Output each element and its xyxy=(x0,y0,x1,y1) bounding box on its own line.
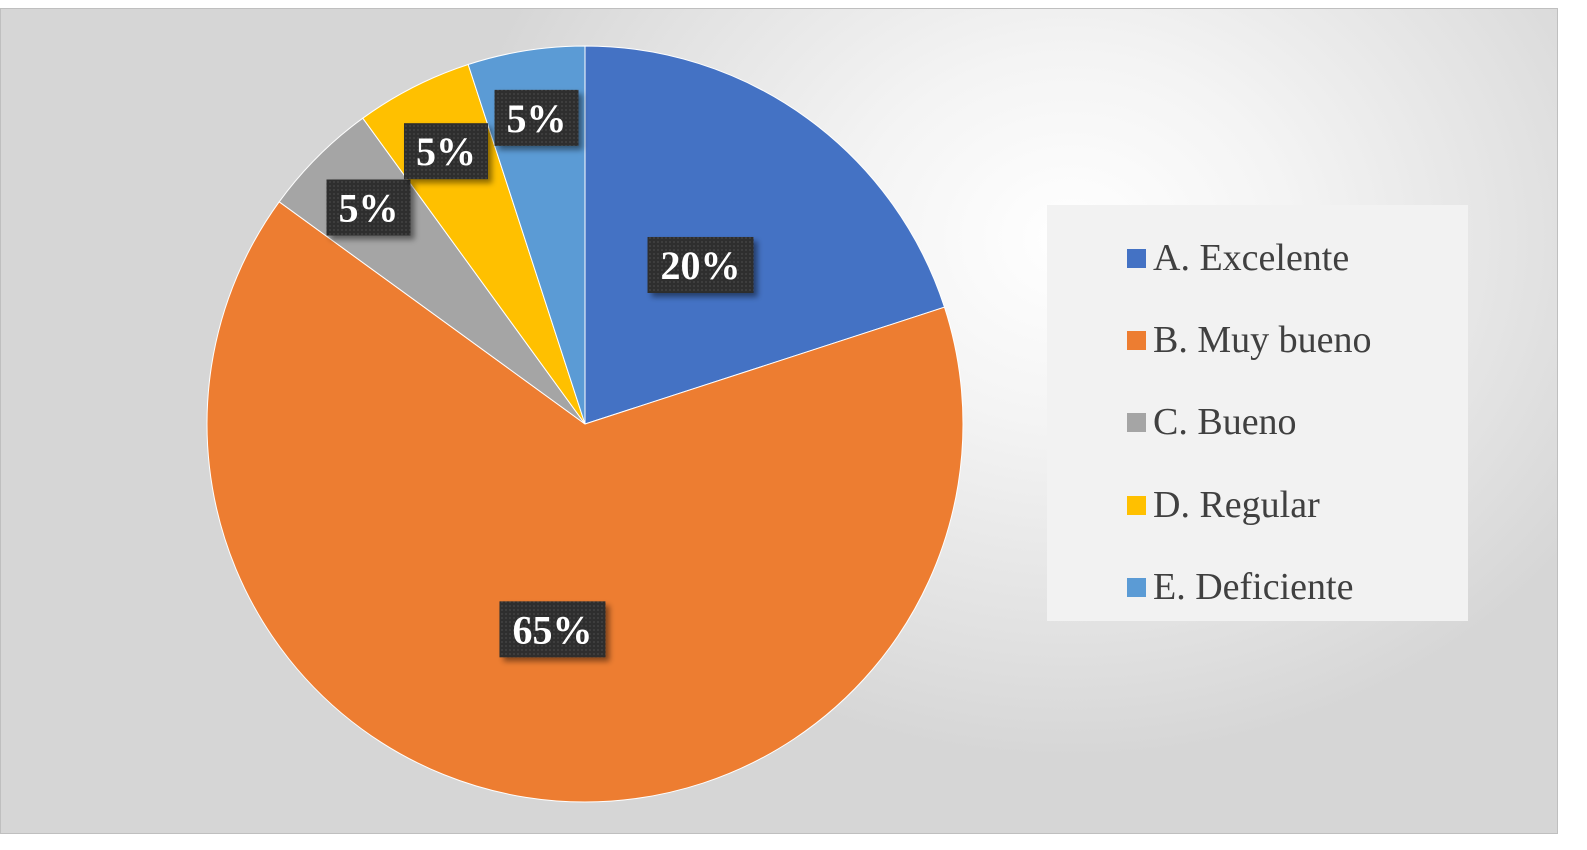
data-label-c: 5% xyxy=(326,179,411,236)
legend-item-e: E. Deficiente xyxy=(1127,566,1354,608)
legend-label-b: B. Muy bueno xyxy=(1153,319,1372,361)
data-label-box-b xyxy=(499,601,606,658)
legend: A. Excelente B. Muy bueno C. Bueno D. Re… xyxy=(1047,205,1468,621)
pie-chart: 20% 65% 5% 5% 5% xyxy=(206,45,964,803)
data-label-text-d: 5% xyxy=(416,129,476,174)
data-label-d: 5% xyxy=(403,123,488,180)
data-label-box-c xyxy=(326,179,411,236)
legend-swatch-b xyxy=(1127,330,1146,350)
data-label-a: 20% xyxy=(647,236,754,293)
legend-item-c: C. Bueno xyxy=(1127,401,1297,443)
legend-swatch-e xyxy=(1127,577,1146,597)
data-label-text-e: 5% xyxy=(507,96,567,141)
data-label-box-e xyxy=(494,89,579,146)
pie-slice-b xyxy=(206,201,964,803)
data-label-e: 5% xyxy=(494,89,579,146)
data-label-text-c: 5% xyxy=(338,185,398,230)
legend-swatch-d xyxy=(1127,495,1146,515)
legend-label-a: A. Excelente xyxy=(1153,237,1350,279)
data-label-b: 65% xyxy=(499,601,606,658)
data-label-box-a xyxy=(647,236,754,293)
legend-swatch-c xyxy=(1127,412,1146,432)
legend-swatch-a xyxy=(1127,248,1146,268)
data-label-box-d xyxy=(403,123,488,180)
data-label-text-a: 20% xyxy=(661,243,741,288)
pie-slice-a xyxy=(584,45,946,425)
legend-label-c: C. Bueno xyxy=(1153,401,1297,443)
legend-label-d: D. Regular xyxy=(1153,484,1320,526)
data-label-text-b: 65% xyxy=(512,607,592,652)
legend-item-b: B. Muy bueno xyxy=(1127,319,1372,361)
legend-item-d: D. Regular xyxy=(1127,484,1320,526)
legend-label-e: E. Deficiente xyxy=(1153,566,1354,608)
chart-area: 20% 65% 5% 5% 5% A. Excelente B. Muy bueno C… xyxy=(0,8,1558,834)
legend-item-a: A. Excelente xyxy=(1127,237,1350,279)
